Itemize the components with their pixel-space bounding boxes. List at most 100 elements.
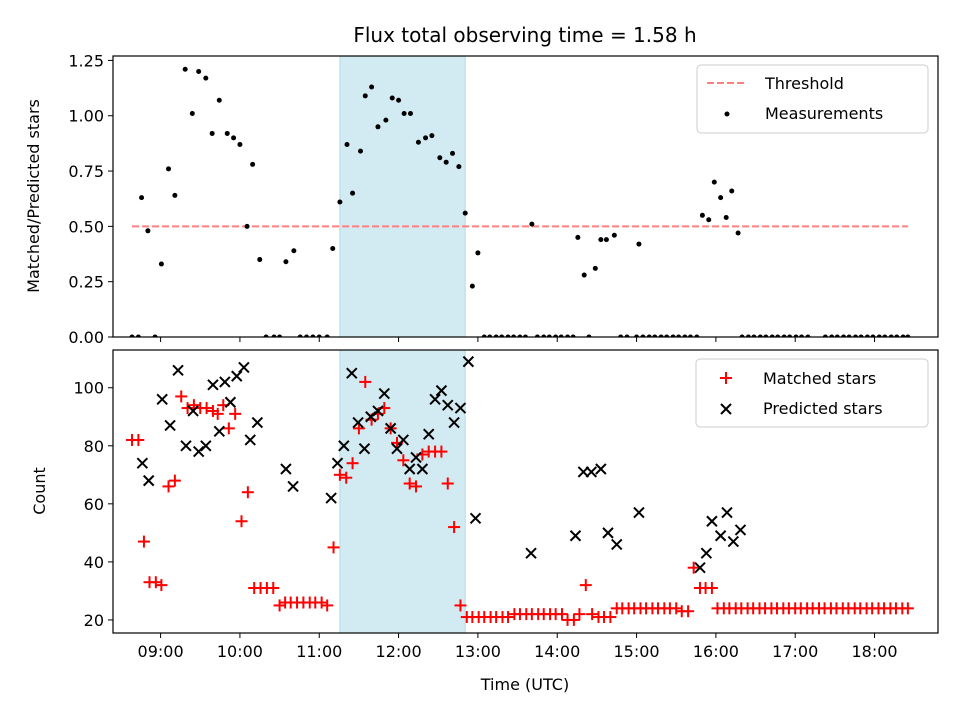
matched-star-point bbox=[448, 521, 461, 534]
predicted-star-point bbox=[602, 527, 614, 539]
measurement-point bbox=[581, 272, 587, 278]
measurement-point bbox=[145, 228, 151, 234]
measurement-point bbox=[456, 164, 462, 170]
y-tick-label: 20 bbox=[84, 611, 104, 630]
measurement-point bbox=[450, 150, 456, 156]
x-tick-label: 15:00 bbox=[614, 642, 660, 661]
bottom-highlight-band bbox=[339, 349, 466, 634]
measurement-point bbox=[135, 334, 141, 337]
measurement-point bbox=[664, 334, 670, 337]
top-legend-box bbox=[696, 64, 929, 134]
predicted-star-point bbox=[410, 451, 422, 464]
measurement-point bbox=[316, 334, 322, 337]
measurement-point bbox=[310, 334, 316, 337]
measurement-point bbox=[565, 334, 571, 337]
measurement-point bbox=[291, 248, 297, 254]
series-predicted-stars bbox=[136, 355, 747, 574]
matched-star-point bbox=[705, 582, 718, 595]
measurement-point bbox=[670, 334, 676, 337]
top-panel: 0.00 0.25 0.50 0.75 1.00 1.25 Matched/Predict… bbox=[24, 51, 939, 347]
measurement-point bbox=[822, 334, 828, 337]
predicted-star-point bbox=[213, 425, 226, 437]
y-tick-label: 100 bbox=[73, 379, 104, 398]
legend-measurements-label: Measurements bbox=[765, 104, 883, 123]
matched-star-point bbox=[321, 599, 334, 612]
measurement-point bbox=[646, 334, 652, 337]
measurement-point bbox=[263, 334, 269, 337]
measurement-point bbox=[729, 188, 735, 194]
matched-star-point bbox=[555, 608, 568, 621]
series-measurements bbox=[129, 66, 911, 337]
measurement-point bbox=[611, 232, 617, 238]
predicted-star-point bbox=[454, 402, 467, 414]
observing-window-band bbox=[339, 349, 466, 634]
measurement-point bbox=[231, 135, 237, 141]
predicted-star-point bbox=[403, 463, 416, 475]
measurement-point bbox=[618, 334, 624, 337]
measurement-point bbox=[546, 334, 552, 337]
matched-star-point bbox=[670, 602, 683, 615]
bottom-plot-area bbox=[126, 355, 914, 626]
predicted-star-point bbox=[585, 466, 598, 478]
measurement-point bbox=[389, 95, 395, 101]
measurement-point bbox=[469, 283, 475, 289]
matched-star-point bbox=[397, 454, 410, 467]
bottom-axes-frame bbox=[112, 349, 939, 634]
top-plot-area bbox=[129, 66, 911, 337]
matched-star-point bbox=[315, 596, 328, 609]
legend-measurements-marker bbox=[724, 111, 730, 117]
measurement-point bbox=[437, 155, 443, 161]
predicted-star-point bbox=[694, 561, 706, 574]
measurement-point bbox=[652, 334, 658, 337]
measurement-point bbox=[598, 237, 604, 243]
predicted-star-point bbox=[706, 515, 718, 527]
measurement-point bbox=[250, 161, 256, 167]
measurement-point bbox=[870, 334, 876, 337]
measurement-point bbox=[699, 212, 705, 218]
bottom-y-axis: 20 40 60 80 100 bbox=[73, 379, 113, 630]
x-tick-label: 12:00 bbox=[376, 642, 422, 661]
measurement-point bbox=[570, 334, 576, 337]
measurement-point bbox=[775, 334, 781, 337]
measurement-point bbox=[763, 334, 769, 337]
y-tick-label: 0.00 bbox=[68, 328, 104, 347]
matched-star-point bbox=[168, 474, 181, 487]
predicted-star-point bbox=[423, 428, 435, 440]
measurement-point bbox=[805, 334, 811, 337]
measurement-point bbox=[475, 250, 481, 256]
measurement-point bbox=[362, 93, 368, 99]
matched-star-point bbox=[333, 468, 346, 481]
measurement-point bbox=[558, 334, 564, 337]
predicted-star-point bbox=[469, 512, 482, 525]
measurement-point bbox=[511, 334, 517, 337]
measurement-point bbox=[401, 111, 407, 117]
predicted-star-point bbox=[136, 457, 149, 469]
matched-star-point bbox=[410, 480, 423, 493]
matched-star-point bbox=[359, 375, 372, 388]
measurement-point bbox=[415, 139, 421, 145]
measurement-point bbox=[129, 334, 135, 337]
top-y-axis: 0.00 0.25 0.50 0.75 1.00 1.25 bbox=[68, 51, 113, 347]
predicted-star-point bbox=[448, 416, 460, 429]
top-x-ticks bbox=[160, 337, 876, 342]
matched-star-point bbox=[403, 477, 416, 490]
x-tick-label: 11:00 bbox=[296, 642, 342, 661]
measurement-point bbox=[443, 159, 449, 165]
measurement-point bbox=[358, 148, 363, 154]
measurement-point bbox=[330, 245, 336, 251]
matched-star-point bbox=[273, 599, 286, 612]
measurement-point bbox=[224, 130, 230, 136]
measurement-point bbox=[172, 192, 178, 198]
x-tick-label: 16:00 bbox=[693, 642, 739, 661]
x-tick-label: 14:00 bbox=[534, 642, 580, 661]
measurement-point bbox=[257, 257, 263, 263]
measurement-point bbox=[182, 66, 188, 72]
measurement-point bbox=[553, 334, 559, 337]
measurement-point bbox=[894, 334, 900, 337]
measurement-point bbox=[900, 334, 906, 337]
measurement-point bbox=[541, 334, 547, 337]
predicted-star-point bbox=[714, 530, 727, 542]
y-tick-label: 1.00 bbox=[68, 107, 104, 126]
measurement-point bbox=[487, 334, 493, 337]
